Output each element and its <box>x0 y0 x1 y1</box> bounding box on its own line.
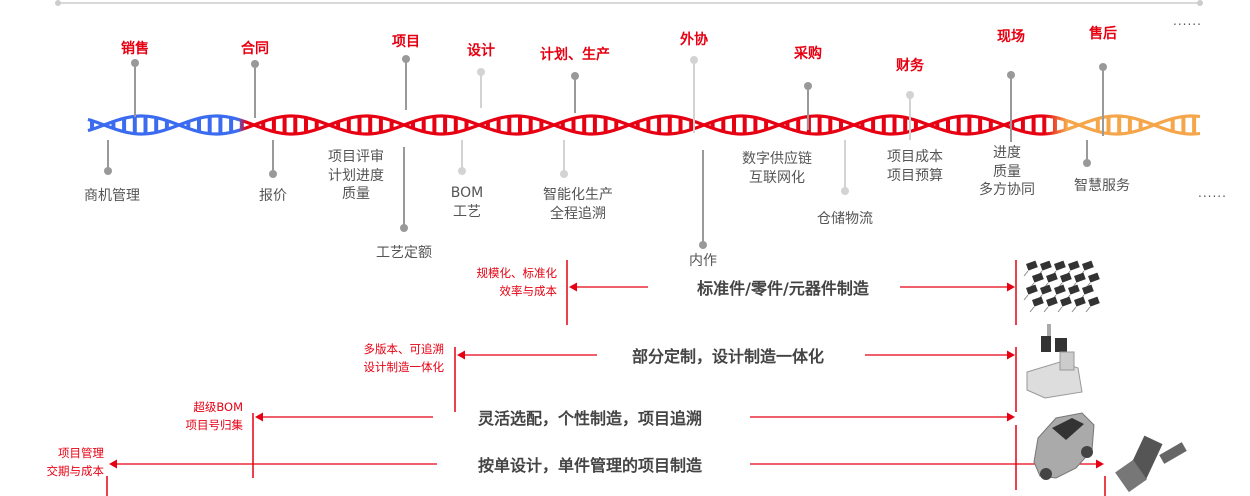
stage-label-bottom: 进度 质量 多方协同 <box>979 144 1035 200</box>
top-pin-dot <box>251 60 259 68</box>
stage-label-top: 设计 <box>467 43 495 59</box>
label-line: 内作 <box>689 253 717 269</box>
arrow-left-icon <box>255 412 263 422</box>
label-line: 工艺 <box>453 203 481 220</box>
stage-label-bottom: 商机管理 <box>84 187 140 206</box>
row-note: 超级BOM 项目号归集 <box>186 398 244 434</box>
stage-label-bottom: 数字供应链 互联网化 <box>742 150 812 187</box>
top-pin-dot <box>1007 71 1015 79</box>
label-line: 商机管理 <box>84 188 140 204</box>
stage-label-bottom: 项目评审计划进度质量 <box>328 148 384 204</box>
label-line: 数字供应链 <box>742 151 812 167</box>
cnc-machine-image <box>1026 324 1083 399</box>
label-line: 多方协同 <box>979 182 1035 198</box>
label-line: 全程追溯 <box>550 205 606 222</box>
note-line: 交期与成本 <box>46 464 105 478</box>
stage-label-bottom: 项目成本 项目预算 <box>887 148 943 185</box>
label-line: BOM <box>450 185 484 201</box>
stage-label-top: 财务 <box>896 58 924 74</box>
rule-end-dot <box>55 0 61 6</box>
top-pin-dot <box>1099 63 1107 71</box>
top-pin-dot <box>690 56 698 64</box>
bottom-pin-dot <box>269 170 277 178</box>
bottom-pin-dot <box>841 187 849 195</box>
stage-label-bottom: BOM 工艺 <box>451 184 483 221</box>
row-title: 标准件/零件/元器件制造 <box>697 279 869 298</box>
label-line: 计划进度 <box>328 167 384 184</box>
label-line: 智慧服务 <box>1074 178 1130 194</box>
top-pin-dot <box>804 82 812 90</box>
stage-label-bottom: 报价 <box>259 187 287 206</box>
top-pin-dot <box>906 91 914 99</box>
stage-label-top: 现场 <box>997 29 1025 45</box>
label-line: 进度 <box>993 145 1021 161</box>
arrow-right-icon <box>1007 282 1015 292</box>
note-line: 超级BOM <box>193 400 243 414</box>
note-line: 项目号归集 <box>185 418 244 432</box>
stage-label-top: 计划、生产 <box>540 47 610 63</box>
top-pin-dot <box>402 55 410 63</box>
label-line: 质量 <box>342 186 370 202</box>
label-line: 工艺定额 <box>376 245 432 261</box>
row-note: 规模化、标准化效率与成本 <box>477 264 558 300</box>
top-pin-dot <box>571 72 579 80</box>
stage-label-bottom: 智慧服务 <box>1074 177 1130 196</box>
bottom-pin-dot <box>104 167 112 175</box>
bottom-pin-dot <box>1083 159 1091 167</box>
satellite-image <box>1115 435 1187 493</box>
arrow-right-icon <box>1007 412 1015 422</box>
stage-label-bottom: 智能化生产 全程追溯 <box>543 186 613 223</box>
stage-label-top: 销售 <box>121 41 149 57</box>
row-title: 灵活选配，个性制造，项目追溯 <box>477 409 703 428</box>
bottom-pin-dot <box>560 170 568 178</box>
ellipsis-bottom: ...... <box>1198 186 1227 200</box>
bottom-pin-dot <box>458 167 466 175</box>
bottom-pin-dot <box>699 241 707 249</box>
stage-label-top: 采购 <box>794 46 822 62</box>
arrow-left-icon <box>109 459 117 469</box>
note-line: 效率与成本 <box>499 284 558 298</box>
car-image <box>1033 412 1095 480</box>
label-line: 项目评审 <box>328 149 384 165</box>
top-pin-dot <box>477 68 485 76</box>
stage-label-top: 合同 <box>241 41 269 57</box>
bottom-pin-dot <box>400 224 408 232</box>
row-note: 多版本、可追溯 设计制造一体化 <box>364 340 445 376</box>
stage-label-bottom: 工艺定额 <box>376 244 432 263</box>
label-line: 项目成本 <box>887 149 943 165</box>
row-title: 部分定制，设计制造一体化 <box>631 347 825 366</box>
top-pin-dot <box>131 59 139 67</box>
dna-helix <box>87 114 1201 136</box>
label-line: 智能化生产 <box>543 187 613 203</box>
note-line: 多版本、可追溯 <box>363 342 445 356</box>
stage-label-top: 售后 <box>1089 26 1117 42</box>
note-line: 规模化、标准化 <box>476 266 558 280</box>
arrow-right-icon <box>1007 350 1015 360</box>
stage-label-top: 外协 <box>680 32 708 48</box>
rule-end-dot <box>1197 0 1203 6</box>
label-line: 报价 <box>259 188 287 204</box>
stage-label-bottom: 仓储物流 <box>817 210 873 229</box>
note-line: 项目管理 <box>58 446 104 460</box>
label-line: 质量 <box>993 163 1021 180</box>
label-line: 项目预算 <box>887 167 943 184</box>
label-line: 仓储物流 <box>817 211 873 227</box>
arrow-right-icon <box>1096 459 1104 469</box>
label-line: 互联网化 <box>749 169 805 186</box>
stage-label-bottom: 内作 <box>689 252 717 271</box>
note-line: 设计制造一体化 <box>363 360 445 374</box>
electronic-components-image <box>1023 260 1100 313</box>
ellipsis-top: ...... <box>1173 14 1202 28</box>
row-note: 项目管理交期与成本 <box>47 444 105 480</box>
row-title: 按单设计，单件管理的项目制造 <box>477 456 703 475</box>
arrow-left-icon <box>457 350 465 360</box>
stage-label-top: 项目 <box>392 34 420 50</box>
arrow-left-icon <box>569 282 577 292</box>
